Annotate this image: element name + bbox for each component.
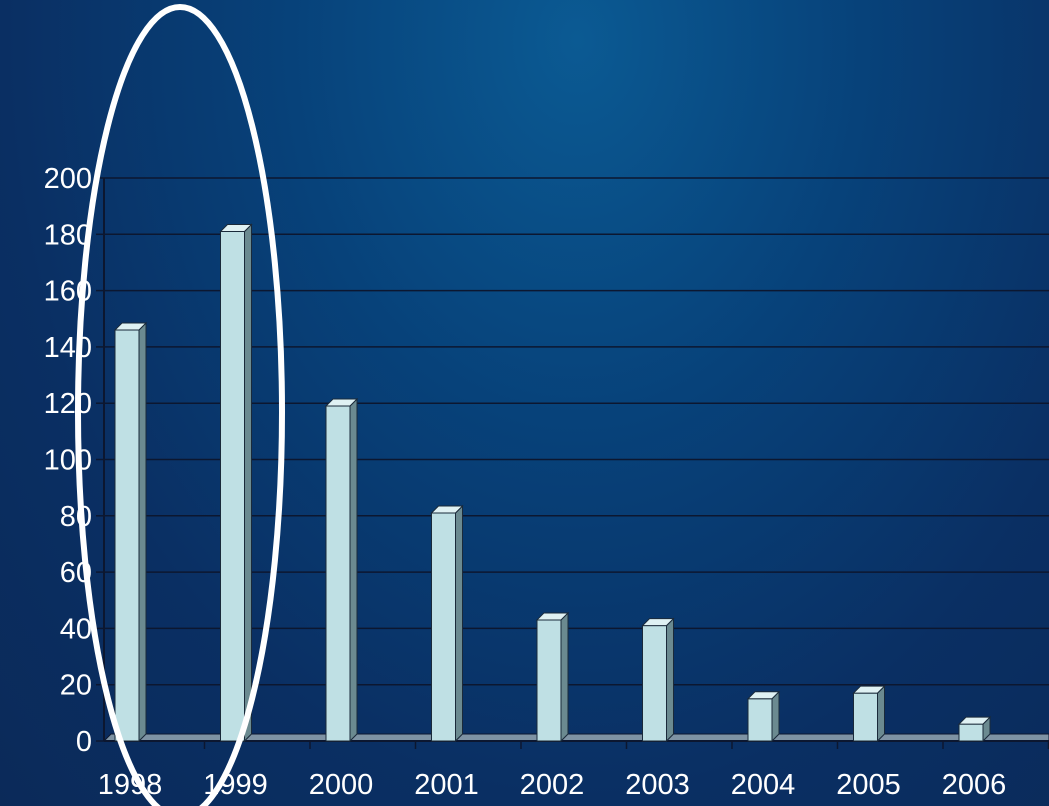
- y-tick-label: 40: [60, 613, 92, 645]
- bar-front: [642, 625, 667, 742]
- bar: [641, 617, 675, 743]
- bar: [324, 397, 359, 743]
- bar: [430, 504, 464, 743]
- bar-top: [535, 612, 570, 621]
- bar-front: [853, 692, 878, 742]
- bar-top: [219, 223, 253, 232]
- bar-top: [852, 685, 886, 694]
- x-tick-label: 1998: [98, 769, 163, 801]
- x-tick-label: 2001: [414, 769, 479, 801]
- bar-side: [877, 684, 885, 743]
- bar-side: [666, 617, 674, 743]
- y-tick-label: 80: [60, 501, 92, 533]
- bar-top: [430, 505, 464, 514]
- bar-front: [431, 512, 456, 742]
- bar-front: [958, 723, 984, 742]
- bar: [219, 223, 253, 743]
- bar-front: [325, 405, 351, 742]
- x-tick-label: 2005: [836, 769, 901, 801]
- bar-side: [138, 321, 147, 743]
- bar-side: [771, 690, 780, 743]
- x-tick-label: 2003: [625, 769, 690, 801]
- bar-front: [536, 619, 562, 742]
- bar-front: [114, 329, 140, 742]
- x-tick-label: 2000: [309, 769, 374, 801]
- x-tick-label: 2002: [520, 769, 585, 801]
- bar-side: [455, 504, 463, 743]
- y-tick-label: 100: [44, 445, 92, 477]
- bar: [957, 715, 992, 743]
- y-tick-label: 200: [44, 163, 92, 195]
- bar: [852, 684, 886, 743]
- bars: [113, 223, 992, 743]
- y-tick-label: 0: [76, 726, 92, 758]
- bar-top: [113, 322, 148, 331]
- bar-top: [746, 691, 781, 700]
- bar-front: [747, 698, 773, 742]
- y-tick-label: 180: [44, 219, 92, 251]
- x-tick-labels: 1998 1999 2000 2001 2002 2003 2004 2005 2006: [98, 769, 1007, 801]
- y-tick-label: 20: [60, 670, 92, 702]
- bar-side: [560, 611, 569, 743]
- bar: [746, 690, 781, 743]
- x-tick-label: 2004: [731, 769, 796, 801]
- bar-top: [324, 398, 359, 407]
- bar-top: [641, 618, 675, 627]
- bar: [535, 611, 570, 743]
- gridlines: [104, 177, 1049, 686]
- y-tick-label: 140: [44, 332, 92, 364]
- bar: [113, 321, 148, 743]
- bar-side: [349, 397, 358, 743]
- highlight-ellipse: [75, 4, 285, 806]
- x-tick-label: 2006: [942, 769, 1007, 801]
- y-tick-label: 120: [44, 388, 92, 420]
- bar-side: [244, 223, 252, 743]
- bar-front: [220, 230, 245, 742]
- bar-top: [957, 716, 992, 725]
